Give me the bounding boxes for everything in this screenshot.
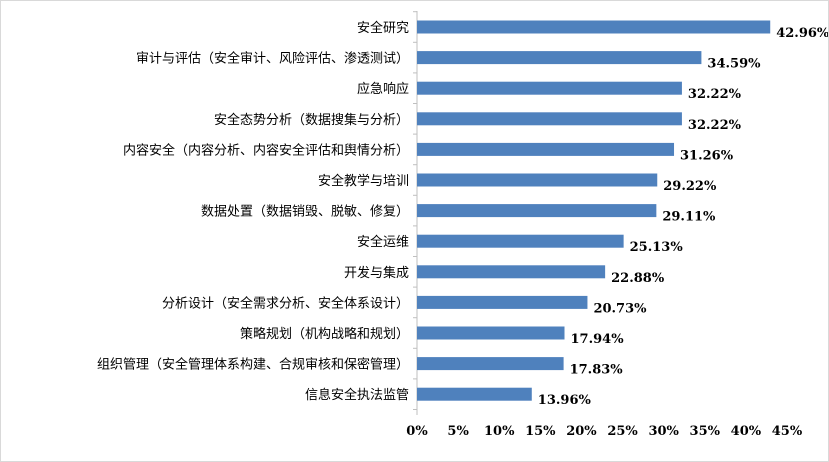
category-label: 安全运维	[357, 234, 409, 250]
value-label: 20.73%	[593, 301, 647, 316]
x-tick-label: 0%	[406, 424, 428, 439]
x-tick-label: 10%	[484, 424, 515, 439]
category-label: 审计与评估（安全审计、风险评估、渗透测试）	[136, 51, 409, 67]
category-label: 分析设计（安全需求分析、安全体系设计）	[162, 295, 409, 311]
value-label: 25.13%	[630, 240, 684, 255]
value-label: 17.94%	[571, 332, 625, 347]
category-label: 数据处置（数据销毁、脱敏、修复）	[201, 205, 409, 220]
x-tick-label: 5%	[447, 424, 469, 439]
x-tick-label: 35%	[690, 424, 721, 439]
category-label: 安全教学与培训	[318, 173, 409, 189]
bar	[417, 265, 606, 279]
x-tick-label: 15%	[525, 424, 556, 439]
labels: 安全研究 42.96% 审计与评估（安全审计、风险评估、渗透测试） 34.59% 应急响…	[97, 20, 828, 439]
bar	[417, 173, 658, 187]
category-label: 应急响应	[357, 81, 409, 97]
bar	[417, 81, 682, 95]
value-label: 29.11%	[662, 210, 716, 225]
value-label: 17.83%	[570, 363, 624, 378]
x-tick-label: 40%	[731, 424, 762, 439]
bar	[417, 357, 564, 371]
bar	[417, 51, 702, 65]
axes	[413, 11, 418, 415]
value-label: 31.26%	[680, 148, 734, 163]
x-tick-label: 45%	[772, 424, 803, 439]
value-label: 42.96%	[776, 26, 828, 41]
value-label: 13.96%	[538, 393, 592, 408]
bar	[417, 387, 532, 401]
value-label: 32.22%	[688, 118, 742, 133]
value-label: 29.22%	[663, 179, 717, 194]
value-label: 34.59%	[707, 57, 761, 72]
value-label: 22.88%	[611, 271, 665, 286]
bar	[417, 142, 675, 156]
category-label: 策略规划（机构战略和规划）	[240, 326, 409, 342]
bar	[417, 204, 657, 218]
bars	[417, 20, 771, 401]
value-label: 32.22%	[688, 87, 742, 102]
x-tick-label: 25%	[607, 424, 638, 439]
bar	[417, 20, 771, 34]
bar	[417, 295, 588, 309]
x-tick-label: 20%	[566, 424, 597, 439]
category-label: 信息安全执法监管	[305, 387, 409, 403]
bar	[417, 326, 565, 340]
category-label: 开发与集成	[344, 265, 409, 281]
category-label: 内容安全（内容分析、内容安全评估和舆情分析）	[123, 142, 409, 158]
category-label: 安全研究	[357, 20, 409, 36]
category-label: 组织管理（安全管理体系构建、合规审核和保密管理）	[97, 357, 409, 373]
x-tick-label: 30%	[648, 424, 679, 439]
bar	[417, 234, 624, 248]
category-label: 安全态势分析（数据搜集与分析）	[214, 112, 409, 128]
bar	[417, 112, 682, 126]
